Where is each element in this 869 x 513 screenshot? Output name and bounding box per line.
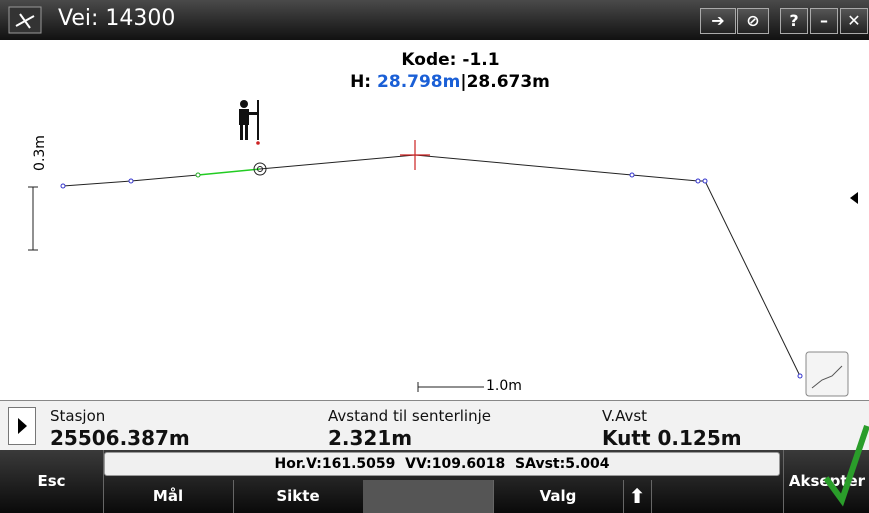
measure-button[interactable]: Mål [103,480,234,513]
height-label: H: [350,72,372,92]
esc-button[interactable]: Esc [0,450,104,513]
profile-line [259,154,801,377]
status-bar: Stasjon 25506.387m Avstand til senterlin… [0,400,869,451]
button-bar: Esc Hor.V:161.5059 VV:109.6018 SAvst:5.0… [0,425,869,513]
nav-button[interactable]: ➔ [700,8,736,34]
status-label: Stasjon [50,407,106,425]
profile-view [28,100,858,397]
minimize-button[interactable]: – [810,8,838,34]
title: Vei: 14300 [58,6,176,31]
help-button[interactable]: ? [780,8,808,34]
status-value: 2.321m [328,426,413,450]
vertical-scale: 0.3m [31,135,48,171]
options-button[interactable]: Valg [493,480,624,513]
stop-button[interactable]: ⊘ [737,8,769,34]
status-label: V.Avst [602,407,648,425]
close-button[interactable]: ✕ [840,8,868,34]
horizontal-scale: 1.0m [486,378,522,394]
info-box: Hor.V:161.5059 VV:109.6018 SAvst:5.004 [104,452,780,476]
height-row: H: 28.798m|28.673m [350,72,550,92]
accept-check [823,425,869,507]
height-design: 28.798m [377,72,461,92]
app-icon [8,6,42,34]
code: Kode: -1.1 [401,50,500,70]
expand-button[interactable] [8,407,36,445]
status-label: Avstand til senterlinje [328,407,491,425]
height-measured: 28.673m [466,72,550,92]
title-bar: Vei: 14300 ➔ ⊘ ? – ✕ [0,0,869,40]
empty-button[interactable] [363,480,494,513]
status-value: 25506.387m [50,426,190,450]
surveyor-icon [239,100,259,140]
profile-line-active [197,168,261,176]
up-button[interactable]: ⬆ [623,480,652,513]
sight-button[interactable]: Sikte [233,480,364,513]
status-value: Kutt 0.125m [602,426,742,450]
